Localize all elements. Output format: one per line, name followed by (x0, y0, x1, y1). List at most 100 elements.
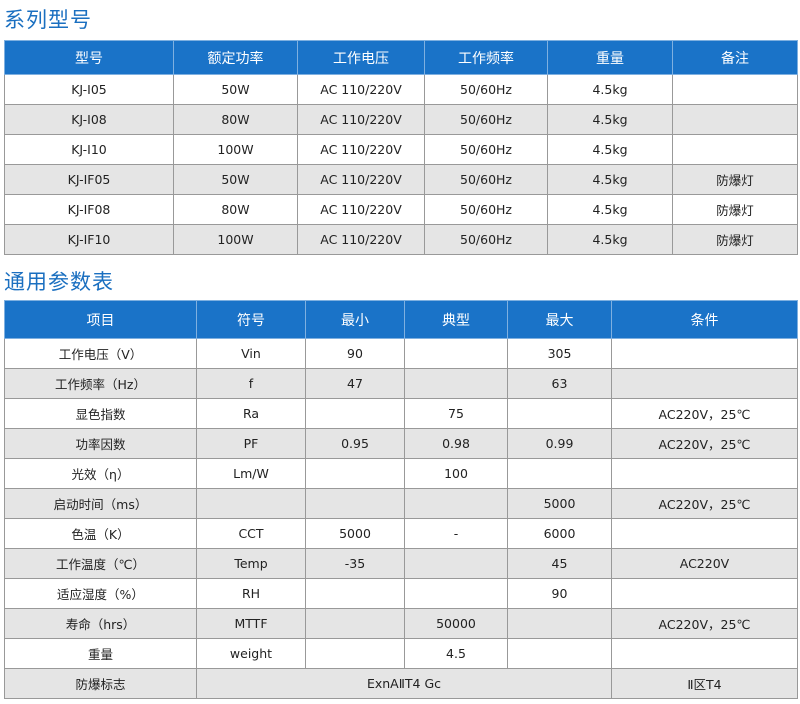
table-cell: 47 (305, 368, 405, 399)
column-header: 条件 (611, 300, 798, 339)
table-row: 工作电压（V） Vin 90 305 (4, 338, 798, 369)
table-cell: 防爆标志 (4, 668, 197, 699)
table-cell: AC 110/220V (297, 104, 425, 135)
table-cell: 50/60Hz (424, 224, 548, 255)
table-cell: AC 110/220V (297, 164, 425, 195)
table-cell: 工作频率（Hz） (4, 368, 197, 399)
table-cell: AC220V，25℃ (611, 398, 798, 429)
table-cell: 工作温度（℃） (4, 548, 197, 579)
table-cell: -35 (305, 548, 405, 579)
table-cell (305, 398, 405, 429)
table-cell: 50/60Hz (424, 134, 548, 165)
table-cell: 50W (173, 74, 298, 105)
table-cell: 4.5kg (547, 194, 673, 225)
table-row: 功率因数 PF 0.95 0.98 0.99 AC220V，25℃ (4, 428, 798, 459)
table-cell (611, 338, 798, 369)
table-cell (305, 638, 405, 669)
table-cell: 光效（η） (4, 458, 197, 489)
table-row: KJ-I08 80W AC 110/220V 50/60Hz 4.5kg (4, 104, 798, 135)
table-cell: 75 (404, 398, 508, 429)
table-cell (305, 488, 405, 519)
table-cell: AC220V，25℃ (611, 488, 798, 519)
table-row: 工作温度（℃） Temp -35 45 AC220V (4, 548, 798, 579)
table-cell (611, 518, 798, 549)
table-cell: AC 110/220V (297, 134, 425, 165)
table-cell: 50000 (404, 608, 508, 639)
table-cell: 寿命（hrs） (4, 608, 197, 639)
table-cell (305, 608, 405, 639)
table-cell: 5000 (507, 488, 612, 519)
table-cell: 4.5kg (547, 74, 673, 105)
column-header: 项目 (4, 300, 197, 339)
table-cell (404, 488, 508, 519)
explosion-mark-row: 防爆标志 ExnAⅡT4 Gc Ⅱ区T4 (4, 668, 798, 699)
table-row: 光效（η） Lm/W 100 (4, 458, 798, 489)
table-cell: 4.5kg (547, 164, 673, 195)
table-cell: weight (196, 638, 306, 669)
table-cell: 50/60Hz (424, 74, 548, 105)
table-cell: 防爆灯 (672, 194, 798, 225)
table-cell (196, 488, 306, 519)
table-cell: AC220V，25℃ (611, 428, 798, 459)
table-cell (305, 578, 405, 609)
table-cell: 50/60Hz (424, 104, 548, 135)
table-row: 重量 weight 4.5 (4, 638, 798, 669)
table-cell: 4.5 (404, 638, 508, 669)
table-row: KJ-IF05 50W AC 110/220V 50/60Hz 4.5kg 防爆灯 (4, 164, 798, 195)
table-cell (507, 638, 612, 669)
table-cell: KJ-I05 (4, 74, 174, 105)
series-table: 型号 额定功率 工作电压 工作频率 重量 备注 KJ-I05 50W AC 110/220V 5… (4, 40, 798, 255)
table-cell: KJ-I08 (4, 104, 174, 135)
table-header: 项目 符号 最小 典型 最大 条件 (4, 300, 798, 339)
table-cell: 0.99 (507, 428, 612, 459)
column-header: 重量 (547, 40, 673, 75)
table-cell: 0.98 (404, 428, 508, 459)
table-cell: 重量 (4, 638, 197, 669)
table-cell: 色温（K） (4, 518, 197, 549)
table-cell: 4.5kg (547, 104, 673, 135)
table-cell: AC 110/220V (297, 74, 425, 105)
table-cell: f (196, 368, 306, 399)
table-cell (404, 578, 508, 609)
table-cell: 0.95 (305, 428, 405, 459)
table-cell (404, 548, 508, 579)
column-header: 型号 (4, 40, 174, 75)
table-cell: 100W (173, 224, 298, 255)
table-cell: 6000 (507, 518, 612, 549)
table-cell: 50W (173, 164, 298, 195)
table-cell: 显色指数 (4, 398, 197, 429)
table-row: KJ-IF08 80W AC 110/220V 50/60Hz 4.5kg 防爆灯 (4, 194, 798, 225)
table-row: KJ-IF10 100W AC 110/220V 50/60Hz 4.5kg 防爆灯 (4, 224, 798, 255)
table-cell: RH (196, 578, 306, 609)
column-header: 工作电压 (297, 40, 425, 75)
table-cell: Ⅱ区T4 (611, 668, 798, 699)
series-title: 系列型号 (4, 8, 92, 32)
table-row: 启动时间（ms） 5000 AC220V，25℃ (4, 488, 798, 519)
table-cell: 功率因数 (4, 428, 197, 459)
table-cell: 305 (507, 338, 612, 369)
table-cell: CCT (196, 518, 306, 549)
table-cell: AC 110/220V (297, 224, 425, 255)
params-title: 通用参数表 (4, 270, 114, 294)
table-cell: Temp (196, 548, 306, 579)
table-cell: 90 (305, 338, 405, 369)
table-cell (507, 398, 612, 429)
table-cell: 45 (507, 548, 612, 579)
table-cell: 防爆灯 (672, 224, 798, 255)
table-cell: 63 (507, 368, 612, 399)
table-cell (404, 338, 508, 369)
table-cell: ExnAⅡT4 Gc (196, 668, 612, 699)
table-cell: 启动时间（ms） (4, 488, 197, 519)
table-cell (672, 104, 798, 135)
table-cell: 4.5kg (547, 134, 673, 165)
table-cell: 90 (507, 578, 612, 609)
column-header: 最小 (305, 300, 405, 339)
table-cell: 100 (404, 458, 508, 489)
table-cell: MTTF (196, 608, 306, 639)
table-cell (672, 134, 798, 165)
table-row: KJ-I05 50W AC 110/220V 50/60Hz 4.5kg (4, 74, 798, 105)
table-cell: KJ-IF08 (4, 194, 174, 225)
table-cell: 80W (173, 104, 298, 135)
table-cell: - (404, 518, 508, 549)
table-cell: 4.5kg (547, 224, 673, 255)
